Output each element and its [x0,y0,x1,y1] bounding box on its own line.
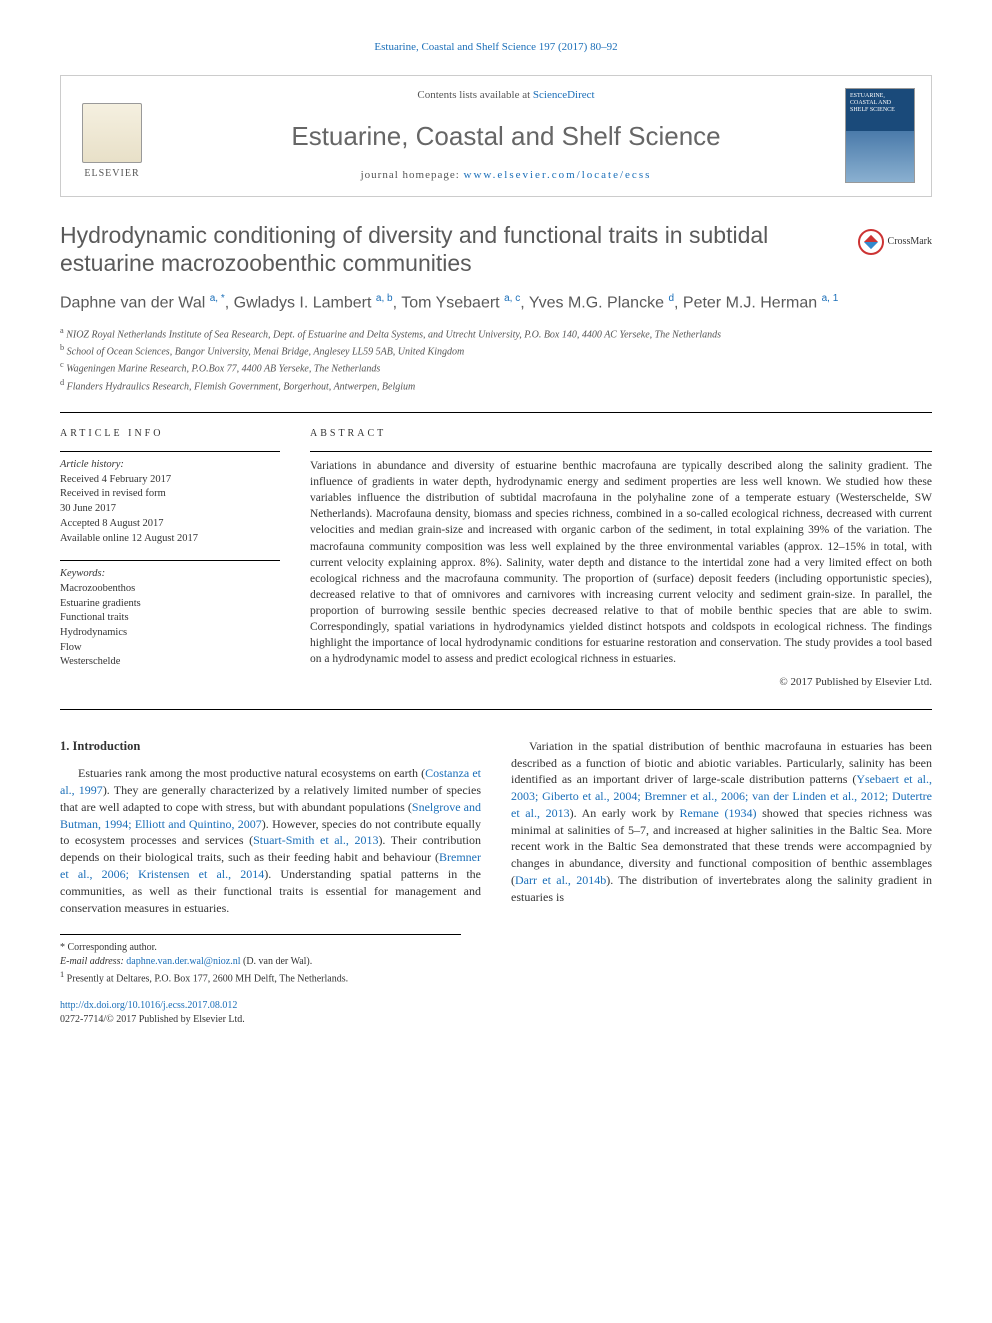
article-history: Article history: Received 4 February 201… [60,458,280,546]
article-info-column: ARTICLE INFO Article history: Received 4… [60,427,280,691]
corresponding-author-note: * Corresponding author. [60,941,461,955]
body-paragraph: Estuaries rank among the most productive… [60,765,481,916]
running-header-link[interactable]: Estuarine, Coastal and Shelf Science 197… [374,41,617,53]
author-affil-sup[interactable]: d [668,293,674,304]
crossmark-icon [858,229,884,255]
journal-name: Estuarine, Coastal and Shelf Science [167,118,845,154]
body-paragraph: Variation in the spatial distribution of… [511,738,932,906]
author-name: Gwladys I. Lambert [234,294,372,311]
citation-link[interactable]: Stuart-Smith et al., 2013 [253,833,378,847]
contents-prefix: Contents lists available at [417,89,532,101]
author-affil-sup[interactable]: a, c [504,293,520,304]
author-affil-sup[interactable]: a, * [210,293,225,304]
revised-line: Received in revised form [60,487,280,502]
author-affil-sup[interactable]: a, 1 [822,293,839,304]
citation-link[interactable]: Darr et al., 2014b [515,873,606,887]
elsevier-wordmark: ELSEVIER [84,167,139,181]
doi-link[interactable]: http://dx.doi.org/10.1016/j.ecss.2017.08… [60,1000,237,1011]
homepage-link[interactable]: www.elsevier.com/locate/ecss [464,169,652,181]
doi-block: http://dx.doi.org/10.1016/j.ecss.2017.08… [60,999,932,1027]
crossmark-label: CrossMark [888,235,932,249]
keyword: Functional traits [60,611,280,626]
keyword: Flow [60,641,280,656]
affiliations: a NIOZ Royal Netherlands Institute of Se… [60,325,932,394]
journal-cover-thumbnail[interactable]: ESTUARINE, COASTAL AND SHELF SCIENCE [845,88,915,183]
affiliation-line: c Wageningen Marine Research, P.O.Box 77… [60,359,932,376]
keywords-label: Keywords: [60,567,280,582]
author-list: Daphne van der Wal a, *, Gwladys I. Lamb… [60,292,932,315]
running-header: Estuarine, Coastal and Shelf Science 197… [60,40,932,55]
journal-homepage-line: journal homepage: www.elsevier.com/locat… [167,168,845,183]
abstract-column: ABSTRACT Variations in abundance and div… [310,427,932,691]
abstract-label: ABSTRACT [310,427,932,441]
keyword: Hydrodynamics [60,626,280,641]
email-line: E-mail address: daphne.van.der.wal@nioz.… [60,955,461,969]
online-line: Available online 12 August 2017 [60,532,280,547]
divider [60,412,932,413]
author-name: Daphne van der Wal [60,294,205,311]
sciencedirect-link[interactable]: ScienceDirect [533,89,595,101]
accepted-line: Accepted 8 August 2017 [60,517,280,532]
divider [60,560,280,561]
info-abstract-row: ARTICLE INFO Article history: Received 4… [60,427,932,691]
keyword: Estuarine gradients [60,597,280,612]
citation-link[interactable]: Remane (1934) [680,806,757,820]
author-email-link[interactable]: daphne.van.der.wal@nioz.nl [126,956,240,967]
received-line: Received 4 February 2017 [60,473,280,488]
keywords-block: Keywords: Macrozoobenthos Estuarine grad… [60,567,280,670]
article-title-block: Hydrodynamic conditioning of diversity a… [60,221,932,279]
masthead-center: Contents lists available at ScienceDirec… [167,88,845,183]
affiliation-line: d Flanders Hydraulics Research, Flemish … [60,377,932,394]
article-title: Hydrodynamic conditioning of diversity a… [60,221,800,279]
author-name: Yves M.G. Plancke [529,294,664,311]
revised-date-line: 30 June 2017 [60,502,280,517]
issn-line: 0272-7714/© 2017 Published by Elsevier L… [60,1013,932,1027]
elsevier-tree-icon [82,103,142,163]
author-name: Tom Ysebaert [401,294,499,311]
author-affil-sup[interactable]: a, b [376,293,393,304]
cover-label: ESTUARINE, COASTAL AND SHELF SCIENCE [850,93,910,113]
author-name: Peter M.J. Herman [683,294,817,311]
article-body: 1. Introduction Estuaries rank among the… [60,738,932,917]
history-label: Article history: [60,458,280,473]
abstract-copyright: © 2017 Published by Elsevier Ltd. [310,675,932,690]
divider [60,451,280,452]
footnotes: * Corresponding author. E-mail address: … [60,934,461,986]
section-heading-introduction: 1. Introduction [60,738,481,756]
affiliation-line: a NIOZ Royal Netherlands Institute of Se… [60,325,932,342]
abstract-text: Variations in abundance and diversity of… [310,458,932,667]
contents-available-line: Contents lists available at ScienceDirec… [167,88,845,103]
citation-link[interactable]: 2006; Kristensen et al., 2014 [102,867,265,881]
divider [60,709,932,710]
crossmark-badge[interactable]: CrossMark [858,229,932,255]
masthead: ELSEVIER Contents lists available at Sci… [60,75,932,196]
article-info-label: ARTICLE INFO [60,427,280,441]
elsevier-logo[interactable]: ELSEVIER [77,91,147,181]
footnote-line: 1 Presently at Deltares, P.O. Box 177, 2… [60,969,461,986]
keyword: Macrozoobenthos [60,582,280,597]
homepage-prefix: journal homepage: [361,169,464,181]
keyword: Westerschelde [60,655,280,670]
divider [310,451,932,452]
affiliation-line: b School of Ocean Sciences, Bangor Unive… [60,342,932,359]
footnote-sup: 1 [60,970,64,979]
